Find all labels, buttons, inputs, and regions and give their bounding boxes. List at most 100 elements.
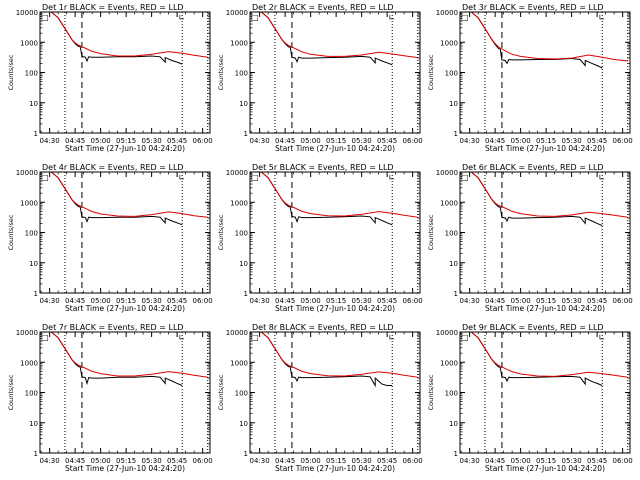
plot-frame <box>459 331 631 454</box>
y-tick-label: 10 <box>29 100 38 108</box>
y-tick-label: 1000 <box>440 199 458 207</box>
y-axis-label: Counts/sec <box>7 214 15 250</box>
y-axis-label: Counts/sec <box>217 374 225 410</box>
x-tick-label: 04:30 <box>40 137 60 145</box>
x-tick-label: 05:00 <box>511 457 531 465</box>
x-tick-label: 04:30 <box>460 457 480 465</box>
chart-panel-2: Det 2r BLACK = Events, RED = LLD 1 10 100 10… <box>217 3 423 153</box>
y-tick-label: 100 <box>235 70 248 78</box>
y-tick-label: 10000 <box>436 169 458 177</box>
x-tick-label: 05:00 <box>91 457 111 465</box>
y-tick-label: 10000 <box>16 169 38 177</box>
chart-title: Det 9r BLACK = Events, RED = LLD <box>462 323 604 332</box>
x-tick-label: 05:30 <box>562 457 582 465</box>
x-tick-label: 04:45 <box>485 297 505 305</box>
x-tick-label: 05:00 <box>511 137 531 145</box>
y-tick-label: 1000 <box>230 39 248 47</box>
plot-area <box>250 332 419 453</box>
lld-rate-line <box>460 332 628 378</box>
x-tick-label: 05:15 <box>536 137 556 145</box>
events-rate-line <box>460 332 603 386</box>
corner-mark-left: □ <box>251 333 259 342</box>
x-tick-label: 05:45 <box>167 137 187 145</box>
x-tick-label: 05:45 <box>377 457 397 465</box>
plot-frame <box>459 11 631 134</box>
x-tick-label: 05:00 <box>91 137 111 145</box>
y-tick-label: 100 <box>235 230 248 238</box>
x-axis-label: Start Time (27-Jun-10 04:24:20) <box>275 144 395 153</box>
x-tick-label: 06:00 <box>403 297 423 305</box>
y-tick-label: 100 <box>25 390 38 398</box>
y-tick-label: 10000 <box>436 329 458 337</box>
chart-title: Det 4r BLACK = Events, RED = LLD <box>42 163 184 172</box>
x-tick-label: 05:45 <box>587 457 607 465</box>
x-tick-label: 04:45 <box>275 297 295 305</box>
y-tick-label: 10 <box>239 260 248 268</box>
x-tick-label: 05:15 <box>116 457 136 465</box>
y-tick-label: 100 <box>235 390 248 398</box>
x-axis-label: Start Time (27-Jun-10 04:24:20) <box>485 464 605 473</box>
x-tick-label: 05:30 <box>352 297 372 305</box>
events-rate-line <box>250 332 393 388</box>
events-rate-line <box>460 172 603 226</box>
x-tick-label: 05:45 <box>587 137 607 145</box>
y-tick-label: 100 <box>445 230 458 238</box>
y-tick-label: 10 <box>449 420 458 428</box>
x-tick-label: 05:15 <box>536 297 556 305</box>
chart-panel-3: Det 3r BLACK = Events, RED = LLD 1 10 100 10… <box>427 3 633 153</box>
chart-title: Det 3r BLACK = Events, RED = LLD <box>462 3 604 12</box>
plot-area <box>460 172 629 293</box>
y-axis-label: Counts/sec <box>7 54 15 90</box>
x-axis-label: Start Time (27-Jun-10 04:24:20) <box>485 144 605 153</box>
plot-area <box>250 12 419 133</box>
x-tick-label: 05:00 <box>301 457 321 465</box>
plot-area <box>40 12 209 133</box>
y-tick-label: 1 <box>454 290 458 298</box>
events-rate-line <box>40 172 183 226</box>
y-tick-label: 1 <box>454 130 458 138</box>
y-tick-label: 10 <box>449 260 458 268</box>
corner-mark-right: ∟ <box>599 333 606 342</box>
events-rate-line <box>40 332 183 386</box>
x-tick-label: 04:30 <box>460 137 480 145</box>
y-tick-label: 1 <box>244 290 248 298</box>
y-axis-label: Counts/sec <box>427 54 435 90</box>
x-tick-label: 05:30 <box>562 297 582 305</box>
plot-area <box>40 172 209 293</box>
x-tick-label: 04:30 <box>40 297 60 305</box>
y-tick-label: 10 <box>239 420 248 428</box>
x-tick-label: 06:00 <box>403 457 423 465</box>
x-tick-label: 04:45 <box>65 137 85 145</box>
chart-panel-9: Det 9r BLACK = Events, RED = LLD 1 10 100 10… <box>427 323 633 473</box>
y-tick-label: 10 <box>29 260 38 268</box>
plot-area <box>460 332 629 453</box>
x-tick-label: 04:30 <box>250 457 270 465</box>
y-tick-label: 1 <box>244 130 248 138</box>
corner-mark-left: □ <box>251 173 259 182</box>
x-tick-label: 05:15 <box>326 297 346 305</box>
x-tick-label: 05:45 <box>377 137 397 145</box>
plot-area <box>460 12 629 133</box>
corner-mark-left: □ <box>41 173 49 182</box>
y-axis-label: Counts/sec <box>427 374 435 410</box>
y-axis-label: Counts/sec <box>217 214 225 250</box>
chart-title: Det 2r BLACK = Events, RED = LLD <box>252 3 394 12</box>
plot-frame <box>249 331 421 454</box>
corner-mark-left: □ <box>251 13 259 22</box>
plot-frame <box>39 171 211 294</box>
x-tick-label: 04:45 <box>275 457 295 465</box>
y-tick-label: 10000 <box>16 329 38 337</box>
y-tick-label: 100 <box>445 390 458 398</box>
y-tick-label: 10 <box>239 100 248 108</box>
plot-frame <box>249 171 421 294</box>
y-tick-label: 10 <box>29 420 38 428</box>
y-axis-label: Counts/sec <box>7 374 15 410</box>
chart-panel-8: Det 8r BLACK = Events, RED = LLD 1 10 100 10… <box>217 323 423 473</box>
x-tick-label: 05:45 <box>377 297 397 305</box>
x-tick-label: 04:30 <box>40 457 60 465</box>
plot-area <box>250 172 419 293</box>
events-rate-line <box>460 12 603 69</box>
corner-mark-left: □ <box>461 13 469 22</box>
x-tick-label: 05:00 <box>91 297 111 305</box>
